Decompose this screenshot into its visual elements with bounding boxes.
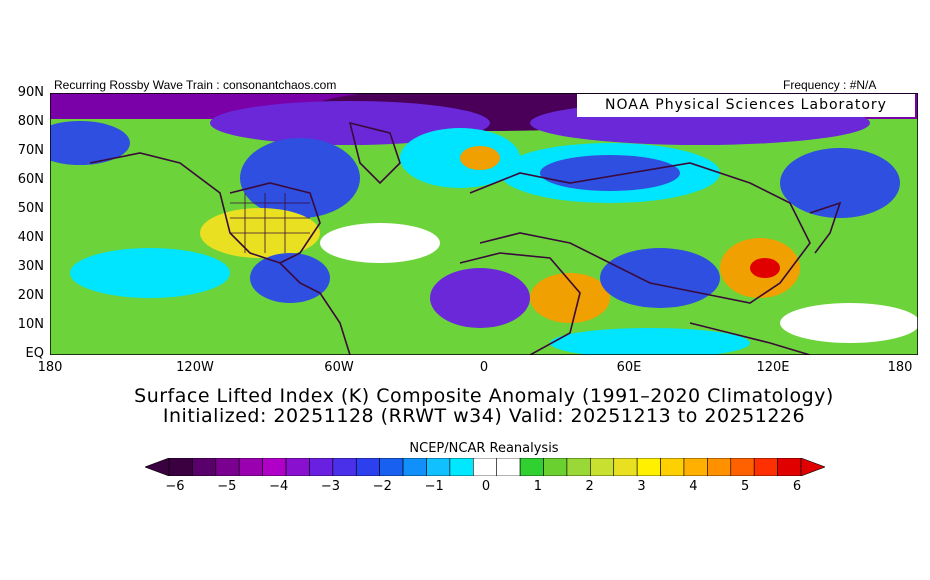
coastline <box>469 162 811 304</box>
colorbar-cell <box>168 458 193 476</box>
region <box>750 258 780 278</box>
colorbar-cell <box>543 458 568 476</box>
region <box>780 148 900 218</box>
colorbar-cell <box>309 458 334 476</box>
state-border <box>230 193 310 253</box>
colorbar-cell <box>730 458 755 476</box>
colorbar-cell <box>683 458 708 476</box>
lon-label: 120E <box>756 360 790 375</box>
anomaly-map <box>50 93 918 355</box>
colorbar-cell <box>238 458 263 476</box>
lon-label: 0 <box>479 360 489 375</box>
coastline <box>348 121 401 185</box>
lat-label: 20N <box>17 288 44 303</box>
lat-label: 80N <box>17 114 44 129</box>
colorbar-tick-label: 1 <box>533 479 542 494</box>
coastline <box>89 152 351 355</box>
lat-label: 70N <box>17 143 44 158</box>
colorbar-cell <box>426 458 451 476</box>
colorbar-tick-label: −2 <box>372 479 392 494</box>
colorbar-tick-label: −4 <box>269 479 289 494</box>
colorbar-cell <box>753 458 778 476</box>
header-right-text: Frequency : #N/A <box>783 78 877 92</box>
colorbar-cell <box>660 458 685 476</box>
region <box>70 248 230 298</box>
colorbar-cell <box>449 458 474 476</box>
colorbar-cell <box>777 458 802 476</box>
lon-label: 180 <box>37 360 63 375</box>
coastline <box>809 201 842 254</box>
colorbar-arrow-left <box>145 458 170 476</box>
coastline <box>689 322 811 355</box>
lon-label: 180 <box>887 360 913 375</box>
colorbar-cell <box>215 458 240 476</box>
region <box>320 223 440 263</box>
colorbar-tick-label: 4 <box>689 479 698 494</box>
colorbar-tick-label: 3 <box>637 479 646 494</box>
state-borders <box>230 193 310 253</box>
colorbar-cell <box>192 458 217 476</box>
colorbar-cell <box>636 458 661 476</box>
title-line-1: Surface Lifted Index (K) Composite Anoma… <box>134 385 834 407</box>
lat-label: 40N <box>17 230 44 245</box>
colorbar-cell <box>707 458 732 476</box>
colorbar-tick-label: 5 <box>741 479 750 494</box>
region <box>240 138 360 218</box>
title-line-2: Initialized: 20251128 (RRWT w34) Valid: … <box>162 405 806 427</box>
colorbar-tick-label: 6 <box>792 479 802 494</box>
colorbar-cell <box>519 458 544 476</box>
colorbar-cell <box>472 458 498 476</box>
region <box>550 328 750 355</box>
region <box>530 273 610 323</box>
colorbar-title: NCEP/NCAR Reanalysis <box>409 441 559 456</box>
region <box>540 155 680 191</box>
lat-label: 50N <box>17 201 44 216</box>
lat-label: 60N <box>17 172 44 187</box>
lon-label: 60E <box>616 360 642 375</box>
colorbar <box>145 458 825 476</box>
colorbar-tick-label: −3 <box>320 479 341 494</box>
colorbar-arrow-right <box>800 458 825 476</box>
lat-label: 30N <box>17 259 44 274</box>
colorbar-cell <box>590 458 615 476</box>
colorbar-cell <box>402 458 427 476</box>
colorbar-tick-label: −1 <box>424 479 444 494</box>
coastline <box>459 252 581 355</box>
colorbar-cell <box>496 458 521 476</box>
lon-label: 60W <box>324 360 354 375</box>
colorbar-cell <box>332 458 357 476</box>
header-left-text: Recurring Rossby Wave Train : consonantc… <box>54 78 337 92</box>
colorbar-cell <box>285 458 310 476</box>
lon-label: 120W <box>176 360 214 375</box>
credit-box: NOAA Physical Sciences Laboratory <box>577 94 915 117</box>
colorbar-cell <box>355 458 380 476</box>
region <box>430 268 530 328</box>
region <box>780 303 918 343</box>
region <box>460 146 500 170</box>
colorbar-cell <box>566 458 591 476</box>
lat-label: EQ <box>25 346 44 361</box>
coastlines <box>89 121 842 355</box>
colorbar-cell <box>262 458 287 476</box>
colorbar-tick-label: −5 <box>217 479 237 494</box>
colorbar-cell <box>379 458 404 476</box>
lat-label: 10N <box>17 317 44 332</box>
coastline <box>229 182 321 264</box>
colorbar-tick-label: 2 <box>585 479 594 494</box>
lat-label: 90N <box>17 85 44 100</box>
region <box>600 248 720 308</box>
region <box>250 253 330 303</box>
colorbar-tick-label: 0 <box>481 479 491 494</box>
region <box>50 121 130 165</box>
colorbar-cell <box>613 458 638 476</box>
colorbar-tick-label: −6 <box>165 479 185 494</box>
